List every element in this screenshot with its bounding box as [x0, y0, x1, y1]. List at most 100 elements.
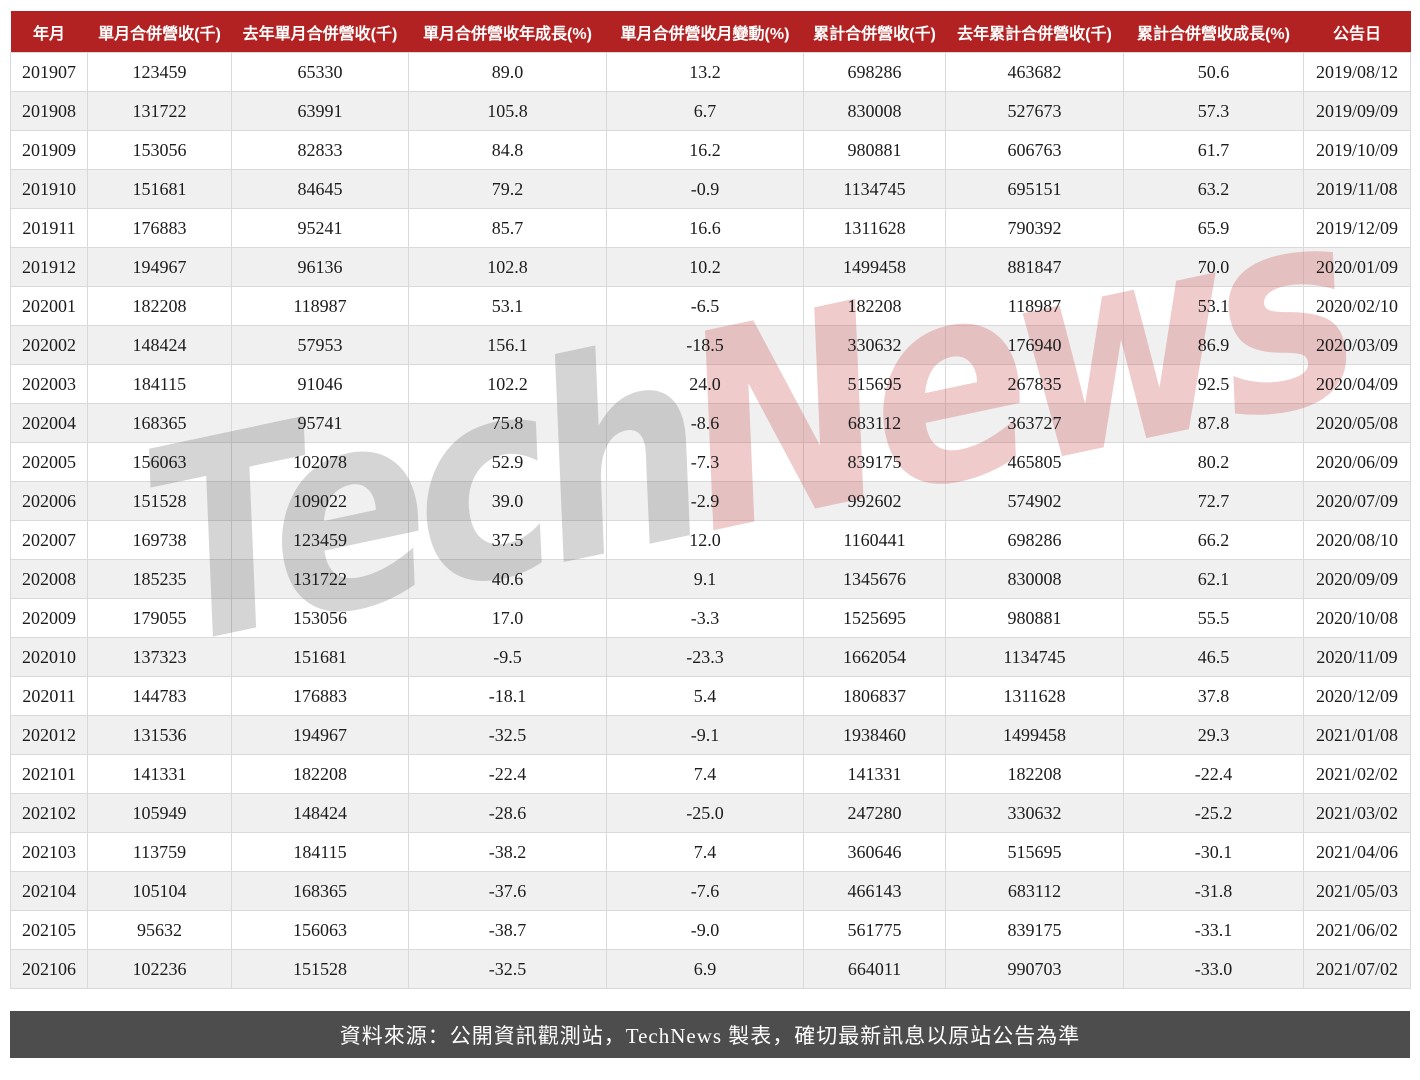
cell-prev-year-cumulative-revenue: 683112	[945, 871, 1124, 911]
cell-value: 151528	[293, 958, 347, 979]
cell-prev-year-cumulative-revenue: 980881	[945, 598, 1124, 638]
cell-announce-date: 2021/01/08	[1303, 715, 1411, 755]
table-row: 201910 151681 84645 79.2 -0.9 1134745 695151 63…	[10, 169, 1411, 209]
cell-mom-change: -18.5	[606, 325, 804, 365]
cell-value: 95632	[137, 919, 182, 940]
cell-value: -6.5	[690, 295, 720, 316]
cell-value: -23.3	[686, 646, 724, 667]
cell-value: 16.6	[689, 217, 721, 238]
cell-announce-date: 2019/10/09	[1303, 130, 1411, 170]
cell-value: 1499458	[843, 256, 906, 277]
cell-value: 185235	[132, 568, 187, 589]
cell-value: 202009	[22, 607, 76, 628]
cell-cumulative-growth: -22.4	[1123, 754, 1304, 794]
cell-prev-year-cumulative-revenue: 182208	[945, 754, 1124, 794]
cell-value: 66.2	[1197, 529, 1230, 550]
cell-yoy-growth: 84.8	[408, 130, 607, 170]
cell-value: 2020/09/09	[1315, 568, 1398, 589]
cell-year-month: 202009	[10, 598, 88, 638]
cell-value: -18.1	[488, 685, 527, 706]
cell-monthly-revenue: 123459	[87, 52, 232, 92]
cell-prev-year-cumulative-revenue: 574902	[945, 481, 1124, 521]
cell-prev-year-monthly-revenue: 84645	[231, 169, 409, 209]
cell-monthly-revenue: 151681	[87, 169, 232, 209]
cell-value: 57953	[297, 334, 343, 355]
cell-value: 85.7	[491, 217, 524, 238]
cell-year-month: 202011	[10, 676, 88, 716]
cell-value: 202010	[22, 646, 76, 667]
cell-year-month: 202106	[10, 949, 88, 989]
cell-value: 830008	[1007, 568, 1062, 589]
cell-value: 37.8	[1197, 685, 1230, 706]
cell-year-month: 201907	[10, 52, 88, 92]
cell-cumulative-growth: 66.2	[1123, 520, 1304, 560]
cell-value: 50.6	[1197, 61, 1230, 82]
cell-value: 118987	[1007, 295, 1062, 316]
cell-prev-year-cumulative-revenue: 698286	[945, 520, 1124, 560]
cell-announce-date: 2019/12/09	[1303, 208, 1411, 248]
cell-value: 2019/11/08	[1316, 178, 1398, 199]
cell-year-month: 202103	[10, 832, 88, 872]
cell-value: 92.5	[1197, 373, 1230, 394]
cell-value: 202004	[22, 412, 76, 433]
cell-prev-year-monthly-revenue: 151528	[231, 949, 409, 989]
cell-cumulative-revenue: 1938460	[803, 715, 946, 755]
cell-prev-year-monthly-revenue: 123459	[231, 520, 409, 560]
cell-year-month: 202003	[10, 364, 88, 404]
table-body: 201907 123459 65330 89.0 13.2 698286 463682 50.…	[10, 52, 1411, 989]
cell-value: 202006	[22, 490, 76, 511]
cell-value: 123459	[132, 61, 187, 82]
cell-value: 86.9	[1197, 334, 1230, 355]
cell-value: -7.3	[690, 451, 720, 472]
cell-cumulative-growth: 50.6	[1123, 52, 1304, 92]
cell-value: 53.1	[1197, 295, 1230, 316]
cell-monthly-revenue: 95632	[87, 910, 232, 950]
cell-value: 201908	[22, 100, 76, 121]
cell-announce-date: 2020/12/09	[1303, 676, 1411, 716]
cell-value: 1311628	[1003, 685, 1066, 706]
cell-value: 363727	[1007, 412, 1062, 433]
cell-prev-year-monthly-revenue: 118987	[231, 286, 409, 326]
cell-cumulative-growth: 86.9	[1123, 325, 1304, 365]
cell-value: 29.3	[1197, 724, 1230, 745]
cell-prev-year-monthly-revenue: 109022	[231, 481, 409, 521]
cell-value: -22.4	[1194, 763, 1233, 784]
cell-year-month: 202004	[10, 403, 88, 443]
cell-value: -25.2	[1194, 802, 1233, 823]
cell-value: -9.1	[690, 724, 720, 745]
cell-value: 202101	[22, 763, 76, 784]
cell-value: 201910	[22, 178, 76, 199]
cell-value: -32.5	[488, 724, 527, 745]
cell-value: 153056	[293, 607, 347, 628]
cell-value: 1938460	[843, 724, 906, 745]
cell-yoy-growth: 75.8	[408, 403, 607, 443]
cell-monthly-revenue: 168365	[87, 403, 232, 443]
cell-value: 131536	[132, 724, 187, 745]
cell-cumulative-revenue: 980881	[803, 130, 946, 170]
cell-value: 980881	[847, 139, 902, 160]
cell-value: 105.8	[487, 100, 528, 121]
cell-value: -38.7	[488, 919, 527, 940]
cell-cumulative-growth: 62.1	[1123, 559, 1304, 599]
cell-value: 168365	[293, 880, 347, 901]
cell-monthly-revenue: 148424	[87, 325, 232, 365]
table-row: 202007 169738 123459 37.5 12.0 1160441 698286 6…	[10, 520, 1411, 560]
table-row: 202008 185235 131722 40.6 9.1 1345676 830008 62…	[10, 559, 1411, 599]
cell-prev-year-monthly-revenue: 63991	[231, 91, 409, 131]
table-row: 201912 194967 96136 102.8 10.2 1499458 881847 7…	[10, 247, 1411, 287]
cell-year-month: 202007	[10, 520, 88, 560]
cell-value: 202103	[22, 841, 76, 862]
cell-prev-year-monthly-revenue: 65330	[231, 52, 409, 92]
cell-value: 176883	[293, 685, 347, 706]
table-row: 202102 105949 148424 -28.6 -25.0 247280 330632…	[10, 793, 1411, 833]
cell-value: 202003	[22, 373, 76, 394]
cell-yoy-growth: 52.9	[408, 442, 607, 482]
cell-value: 2021/04/06	[1315, 841, 1398, 862]
cell-value: 16.2	[689, 139, 721, 160]
cell-announce-date: 2020/06/09	[1303, 442, 1411, 482]
col-header-year-month: 年月	[10, 11, 88, 53]
cell-cumulative-revenue: 839175	[803, 442, 946, 482]
cell-value: 683112	[1007, 880, 1062, 901]
cell-prev-year-monthly-revenue: 182208	[231, 754, 409, 794]
cell-value: 2020/11/09	[1316, 646, 1398, 667]
